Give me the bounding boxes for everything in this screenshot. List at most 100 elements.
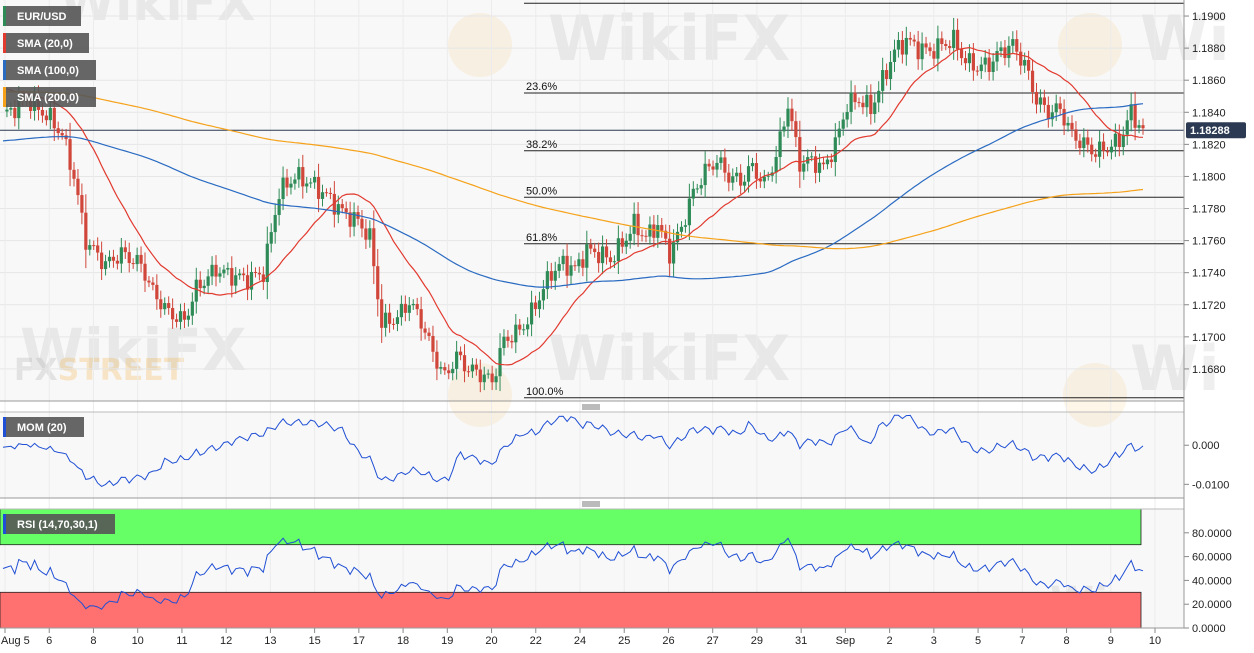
x-tick-label: 25 bbox=[618, 635, 630, 647]
candle-body bbox=[731, 176, 735, 183]
candle-body bbox=[510, 340, 514, 343]
candle-body bbox=[257, 272, 262, 275]
moving-averages bbox=[2, 46, 1144, 366]
price-tick-label: 1.1900 bbox=[1192, 11, 1226, 23]
candle-body bbox=[178, 311, 183, 322]
candle-body bbox=[703, 163, 707, 186]
candle-body bbox=[297, 167, 301, 180]
candle-body bbox=[987, 57, 991, 73]
candle-body bbox=[896, 40, 901, 50]
candle-body bbox=[668, 238, 672, 264]
candle-body bbox=[119, 247, 123, 264]
rsi-tick-label: 60.0000 bbox=[1192, 552, 1232, 564]
current-price-tag: 1.18288 bbox=[1186, 122, 1246, 139]
candle-body bbox=[545, 271, 549, 290]
price-tick-label: 1.1720 bbox=[1192, 300, 1226, 312]
candle-body bbox=[1054, 103, 1058, 113]
candle-body bbox=[699, 185, 703, 189]
price-tick-label: 1.1840 bbox=[1192, 107, 1226, 119]
candle-body bbox=[100, 252, 104, 270]
candle-body bbox=[944, 44, 948, 47]
candle-body bbox=[131, 263, 135, 265]
candle-body bbox=[904, 37, 908, 55]
candle-body bbox=[384, 312, 388, 328]
candle-body bbox=[541, 289, 546, 301]
candle-body bbox=[182, 311, 187, 320]
candle-body bbox=[214, 264, 218, 277]
candle-body bbox=[683, 225, 688, 227]
candle-body bbox=[163, 303, 167, 310]
candle-body bbox=[265, 243, 269, 283]
candle-body bbox=[423, 328, 427, 333]
candle-body bbox=[644, 235, 648, 237]
momentum-line bbox=[2, 414, 1144, 487]
candle-body bbox=[695, 188, 699, 190]
candle-body bbox=[932, 51, 936, 59]
candle-body bbox=[391, 323, 396, 325]
candle-body bbox=[305, 183, 309, 187]
candle-body bbox=[533, 302, 538, 310]
candle-body bbox=[557, 264, 561, 271]
candle-body bbox=[435, 351, 439, 369]
axes: 1.1680 1.1700 1.1720 1.1740 1.1760 1.1780 1.18… bbox=[1, 11, 1232, 647]
sma200-line bbox=[2, 90, 1144, 250]
candle-body bbox=[107, 256, 112, 262]
x-tick-label: 20 bbox=[485, 635, 497, 647]
candle-body bbox=[802, 163, 806, 172]
candle-body bbox=[920, 43, 924, 60]
candle-body bbox=[841, 119, 845, 129]
candle-body bbox=[494, 376, 498, 383]
candle-body bbox=[439, 367, 443, 369]
fib-label: 61.8% bbox=[526, 232, 557, 244]
svg-text:SMA (200,0): SMA (200,0) bbox=[17, 92, 79, 104]
legend-eurusd[interactable]: EUR/USD bbox=[3, 6, 81, 26]
candle-body bbox=[778, 131, 782, 157]
candle-body bbox=[40, 109, 45, 116]
candle-body bbox=[869, 94, 873, 115]
legend-sma20[interactable]: SMA (20,0) bbox=[3, 33, 89, 53]
candle-body bbox=[916, 41, 920, 60]
candle-body bbox=[679, 226, 684, 232]
candle-body bbox=[194, 279, 198, 302]
x-tick-label: 3 bbox=[931, 635, 937, 647]
candle-body bbox=[593, 248, 597, 253]
candle-body bbox=[829, 159, 833, 163]
candle-body bbox=[84, 212, 88, 250]
candle-body bbox=[735, 172, 739, 177]
candle-body bbox=[17, 97, 21, 119]
candle-body bbox=[999, 47, 1003, 52]
candle-body bbox=[585, 244, 589, 268]
candle-body bbox=[293, 179, 297, 184]
legend-sma100[interactable]: SMA (100,0) bbox=[3, 60, 96, 80]
pane-resize-handle[interactable] bbox=[582, 404, 600, 410]
candle-body bbox=[719, 157, 723, 163]
candle-body bbox=[758, 178, 762, 182]
legend-rsi[interactable]: RSI (14,70,30,1) bbox=[3, 514, 115, 534]
mom-tick-label: -0.0100 bbox=[1192, 479, 1229, 491]
candle-body bbox=[52, 107, 56, 129]
candle-body bbox=[817, 162, 822, 173]
candle-body bbox=[455, 351, 459, 369]
candle-body bbox=[948, 46, 952, 48]
legend-sma200[interactable]: SMA (200,0) bbox=[3, 87, 96, 107]
candle-body bbox=[766, 175, 770, 177]
candle-body bbox=[924, 43, 928, 48]
price-tick-label: 1.1780 bbox=[1192, 204, 1226, 216]
candle-body bbox=[68, 139, 72, 170]
candle-body bbox=[526, 324, 530, 330]
candle-body bbox=[774, 156, 778, 173]
candle-body bbox=[1019, 51, 1023, 66]
candle-body bbox=[892, 49, 897, 62]
x-tick-label: 8 bbox=[90, 635, 96, 647]
candle-body bbox=[995, 51, 999, 62]
legend-momentum[interactable]: MOM (20) bbox=[3, 417, 84, 437]
pane-resize-handle[interactable] bbox=[582, 501, 600, 507]
x-tick-label: 15 bbox=[308, 635, 320, 647]
candle-body bbox=[395, 317, 400, 324]
candle-body bbox=[833, 137, 837, 163]
fxstreet-logo: FXSTREET bbox=[14, 353, 185, 388]
x-tick-label: 18 bbox=[397, 635, 409, 647]
candle-body bbox=[368, 228, 372, 240]
candle-body bbox=[877, 90, 881, 103]
candle-body bbox=[72, 169, 76, 179]
